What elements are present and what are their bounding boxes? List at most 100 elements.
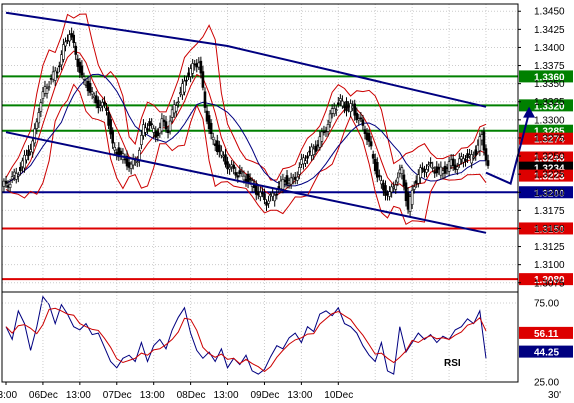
candle-body bbox=[162, 119, 166, 123]
candle-body bbox=[187, 72, 190, 77]
candle-body bbox=[417, 174, 420, 184]
candle-body bbox=[482, 131, 486, 151]
candle-body bbox=[84, 84, 88, 86]
candle-body bbox=[209, 122, 213, 135]
candle-body bbox=[213, 143, 217, 146]
candle-body bbox=[78, 61, 82, 73]
candle-body bbox=[369, 141, 373, 147]
candle-body bbox=[72, 34, 75, 44]
candle-body bbox=[170, 109, 174, 118]
candle-body bbox=[226, 161, 229, 170]
candle-body bbox=[281, 179, 285, 190]
candle-body bbox=[47, 86, 51, 89]
candle-body bbox=[191, 63, 194, 74]
candle-body bbox=[236, 175, 240, 178]
y-tick-label: 1.3175 bbox=[534, 206, 565, 217]
candle-body bbox=[373, 158, 377, 172]
y-tick-label: 1.3425 bbox=[534, 25, 565, 36]
rsi-tag bbox=[519, 326, 573, 339]
candle-body bbox=[261, 192, 264, 195]
price-tag-label: 1.3234 bbox=[534, 164, 565, 175]
candle-body bbox=[238, 170, 242, 174]
candle-body bbox=[156, 131, 160, 137]
level-tag bbox=[519, 186, 573, 199]
candle-body bbox=[353, 103, 357, 116]
candle-body bbox=[105, 107, 108, 112]
candle-body bbox=[423, 168, 426, 173]
y-tick-label: 1.3375 bbox=[534, 61, 565, 72]
candle-body bbox=[388, 191, 391, 197]
candle-body bbox=[406, 192, 410, 210]
rsi-signal-line bbox=[5, 307, 487, 373]
candle-body bbox=[12, 171, 16, 176]
candle-body bbox=[408, 196, 412, 212]
candle-body bbox=[179, 92, 182, 95]
candle-body bbox=[394, 184, 398, 190]
candle-body bbox=[478, 136, 482, 152]
candle-body bbox=[472, 156, 475, 159]
candle-body bbox=[468, 154, 471, 157]
candle-body bbox=[351, 105, 354, 109]
candle-body bbox=[289, 177, 293, 185]
candle-body bbox=[322, 131, 326, 133]
candle-body bbox=[361, 119, 365, 126]
price-tag bbox=[519, 151, 573, 164]
price-tag-label: 1.3248 bbox=[534, 153, 565, 164]
candle-body bbox=[230, 164, 233, 168]
candle-body bbox=[464, 158, 467, 162]
candle-body bbox=[410, 189, 414, 205]
price-tag-label: 1.3274 bbox=[534, 135, 565, 146]
rsi-label: RSI bbox=[444, 358, 461, 369]
candle-body bbox=[135, 161, 139, 163]
rsi-tag-label: 56.11 bbox=[534, 329, 559, 340]
y-tick-label: 1.3200 bbox=[534, 188, 565, 199]
candle-body bbox=[185, 79, 188, 82]
candle-body bbox=[41, 91, 45, 99]
candle-body bbox=[273, 195, 277, 202]
x-tick-label: 06Dec bbox=[29, 390, 58, 401]
candle-body bbox=[341, 100, 344, 107]
candle-body bbox=[76, 58, 80, 67]
candle-body bbox=[425, 169, 428, 173]
y-tick-label: 1.3275 bbox=[534, 133, 565, 144]
candle-body bbox=[90, 91, 94, 95]
rsi-line bbox=[5, 295, 487, 375]
candle-body bbox=[300, 159, 303, 165]
candle-body bbox=[257, 191, 260, 196]
candle-body bbox=[94, 95, 98, 104]
candle-body bbox=[259, 192, 262, 197]
candle-body bbox=[337, 102, 340, 105]
candle-body bbox=[148, 121, 151, 127]
candle-body bbox=[339, 98, 342, 102]
candle-body bbox=[378, 174, 381, 178]
y-tick-label: 1.3125 bbox=[534, 242, 565, 253]
candle-body bbox=[74, 45, 78, 55]
candle-body bbox=[334, 109, 338, 111]
candle-body bbox=[19, 166, 22, 172]
y-tick-label: 1.3450 bbox=[534, 7, 565, 18]
candle-body bbox=[21, 160, 24, 167]
candle-body bbox=[62, 44, 65, 60]
candle-body bbox=[115, 151, 119, 155]
candle-body bbox=[316, 144, 320, 147]
channel-upper-line bbox=[5, 11, 487, 108]
rsi-tick-label: 75.00 bbox=[534, 299, 559, 310]
candle-body bbox=[263, 193, 266, 201]
level-label: 1.3200 bbox=[534, 188, 565, 199]
candle-body bbox=[152, 128, 155, 133]
candle-body bbox=[320, 131, 324, 142]
candle-body bbox=[242, 175, 246, 181]
x-tick-label: 13:00 bbox=[66, 390, 91, 401]
level-tag bbox=[519, 222, 573, 235]
candle-body bbox=[412, 186, 416, 190]
candle-body bbox=[439, 166, 443, 176]
y-tick-label: 1.3400 bbox=[534, 43, 565, 54]
level-label: 1.3360 bbox=[534, 72, 565, 83]
candle-body bbox=[349, 103, 352, 112]
candle-body bbox=[267, 200, 270, 204]
candle-body bbox=[31, 140, 34, 153]
candle-body bbox=[298, 167, 301, 175]
candle-body bbox=[246, 173, 250, 183]
candle-body bbox=[218, 144, 221, 153]
candle-body bbox=[437, 166, 441, 170]
